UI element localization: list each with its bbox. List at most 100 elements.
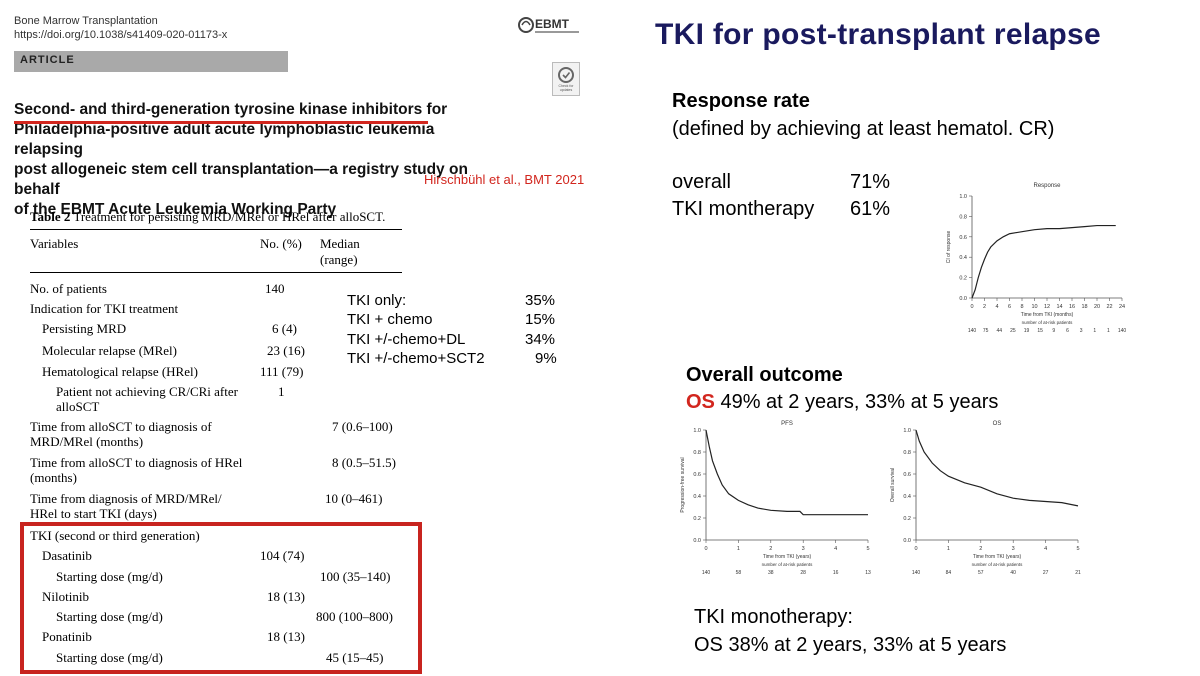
risk-table-value: 6: [1066, 328, 1069, 334]
y-tick-label: 0.6: [903, 472, 911, 478]
row-no: 140: [265, 281, 285, 296]
x-tick-label: 0: [970, 304, 973, 310]
risk-table-label: number of at-risk patients: [1022, 320, 1074, 325]
y-tick-label: 0.0: [903, 538, 911, 544]
row-label: Molecular relapse (MRel): [42, 343, 178, 358]
logo-text: EBMT: [535, 17, 570, 31]
y-axis-label: Progression-free survival: [680, 457, 686, 512]
x-tick-label: 22: [1106, 304, 1112, 310]
risk-table-value: 9: [1052, 328, 1055, 334]
series-line: [915, 429, 1079, 507]
treatment-label: TKI + chemo: [347, 311, 433, 328]
row-label: No. of patients: [30, 281, 107, 296]
row-label: Patient not achieving CR/CRi after: [56, 384, 238, 399]
y-tick-label: 0.2: [693, 516, 701, 522]
x-tick-label: 3: [1012, 546, 1015, 552]
row-no: 104 (74): [260, 548, 305, 563]
x-tick-label: 0: [914, 546, 917, 552]
row-median: 7 (0.6–100): [332, 419, 393, 434]
row-median: 100 (35–140): [320, 569, 391, 584]
treatment-label: TKI only:: [347, 292, 407, 309]
paper-title-line-1: Second- and third-generation tyrosine ki…: [14, 101, 448, 118]
chart-title: PFS: [781, 421, 793, 427]
os-line: OS 49% at 2 years, 33% at 5 years: [686, 389, 998, 415]
risk-table-value: 1: [1093, 328, 1096, 334]
x-tick-label: 16: [1069, 304, 1075, 310]
doi-link[interactable]: https://doi.org/10.1038/s41409-020-01173…: [14, 29, 228, 41]
mono-value: 61%: [850, 198, 891, 220]
row-no: 1: [278, 384, 285, 399]
risk-table-value: 27: [1043, 570, 1049, 576]
x-axis-label: Time from TKI (years): [763, 554, 812, 560]
row-label: TKI (second or third generation): [30, 528, 200, 543]
table-top-rule: [30, 229, 402, 230]
journal-header: Bone Marrow Transplantation https://doi.…: [14, 14, 227, 42]
treatment-label: TKI +/-chemo+DL: [347, 331, 466, 348]
row-label: Time from diagnosis of MRD/MRel/: [30, 491, 222, 506]
x-tick-label: 20: [1094, 304, 1100, 310]
x-tick-label: 8: [1020, 304, 1023, 310]
overall-value: 71%: [850, 171, 891, 193]
paper-title: Second- and third-generation tyrosine ki…: [14, 100, 494, 220]
risk-table-value: 15: [1037, 328, 1043, 334]
risk-table-label: number of at-risk patients: [972, 562, 1024, 567]
treatment-label: TKI +/-chemo+SCT2: [347, 350, 485, 367]
paper-title-line-2: Philadelphia-positive adult acute lympho…: [14, 121, 435, 158]
y-tick-label: 0.2: [903, 516, 911, 522]
row-label: Starting dose (mg/d): [56, 650, 163, 665]
table-caption: Table 2 Treatment for persisting MRD/MRe…: [30, 209, 385, 225]
row-no: 18 (13): [267, 629, 305, 644]
risk-table-value: 140: [1118, 328, 1127, 334]
row-label: Dasatinib: [42, 548, 92, 563]
risk-table-value: 140: [968, 328, 977, 334]
paper-title-line-4: of the EBMT Acute Leukemia Working Party: [14, 201, 337, 218]
x-axis-label: Time from TKI (months): [1021, 312, 1074, 318]
citation: Hirschbühl et al., BMT 2021: [424, 172, 585, 187]
y-tick-label: 0.0: [959, 296, 967, 302]
chart-title: OS: [993, 421, 1002, 427]
check-for-updates-badge[interactable]: Check for updates: [552, 62, 580, 96]
risk-table-value: 84: [946, 570, 952, 576]
treatment-value: 15%: [525, 311, 556, 328]
header-no: No. (%): [260, 236, 302, 251]
tki-highlight-box: [20, 522, 422, 674]
y-axis-label: CI of response: [946, 231, 952, 264]
row-median: 10 (0–461): [325, 491, 383, 506]
y-tick-label: 1.0: [903, 428, 911, 434]
x-tick-label: 5: [1076, 546, 1079, 552]
treatment-value: 34%: [525, 331, 556, 348]
row-no: 6 (4): [272, 321, 297, 336]
risk-table-value: 25: [1010, 328, 1016, 334]
row-label: Ponatinib: [42, 629, 92, 644]
check-for-updates-text: Check for updates: [558, 84, 574, 92]
row-label-cont: (months): [30, 470, 77, 485]
risk-table-value: 44: [996, 328, 1002, 334]
y-tick-label: 0.6: [693, 472, 701, 478]
mono-label: TKI montherapy: [672, 198, 815, 220]
y-tick-label: 0.4: [959, 255, 967, 261]
x-tick-label: 24: [1119, 304, 1125, 310]
y-tick-label: 0.8: [959, 214, 967, 220]
article-label: ARTICLE: [20, 54, 75, 66]
x-tick-label: 2: [983, 304, 986, 310]
row-label-cont: HRel to start TKI (days): [30, 506, 157, 521]
y-tick-label: 1.0: [959, 194, 967, 200]
os-label: OS: [686, 391, 715, 413]
y-tick-label: 0.4: [693, 494, 701, 500]
row-label-cont: MRD/MRel (months): [30, 434, 144, 449]
outcome-heading: Overall outcome: [686, 364, 843, 386]
row-median: 45 (15–45): [326, 650, 384, 665]
risk-table-value: 75: [983, 328, 989, 334]
x-tick-label: 5: [866, 546, 869, 552]
x-tick-label: 4: [834, 546, 837, 552]
row-label: Indication for TKI treatment: [30, 301, 179, 316]
series-line: [705, 429, 868, 516]
article-label-bar: ARTICLE: [14, 51, 288, 72]
risk-table-value: 57: [978, 570, 984, 576]
risk-table-value: 3: [1080, 328, 1083, 334]
os-chart: OS 0.0 0.2 0.4 0.6 0.8 1.0 0 1 2 3 4 5 Time from TKI …: [890, 421, 1081, 576]
row-no: 18 (13): [267, 589, 305, 604]
header-range: (range): [320, 252, 358, 267]
treatment-value: 35%: [525, 292, 556, 309]
risk-table-value: 19: [1024, 328, 1030, 334]
